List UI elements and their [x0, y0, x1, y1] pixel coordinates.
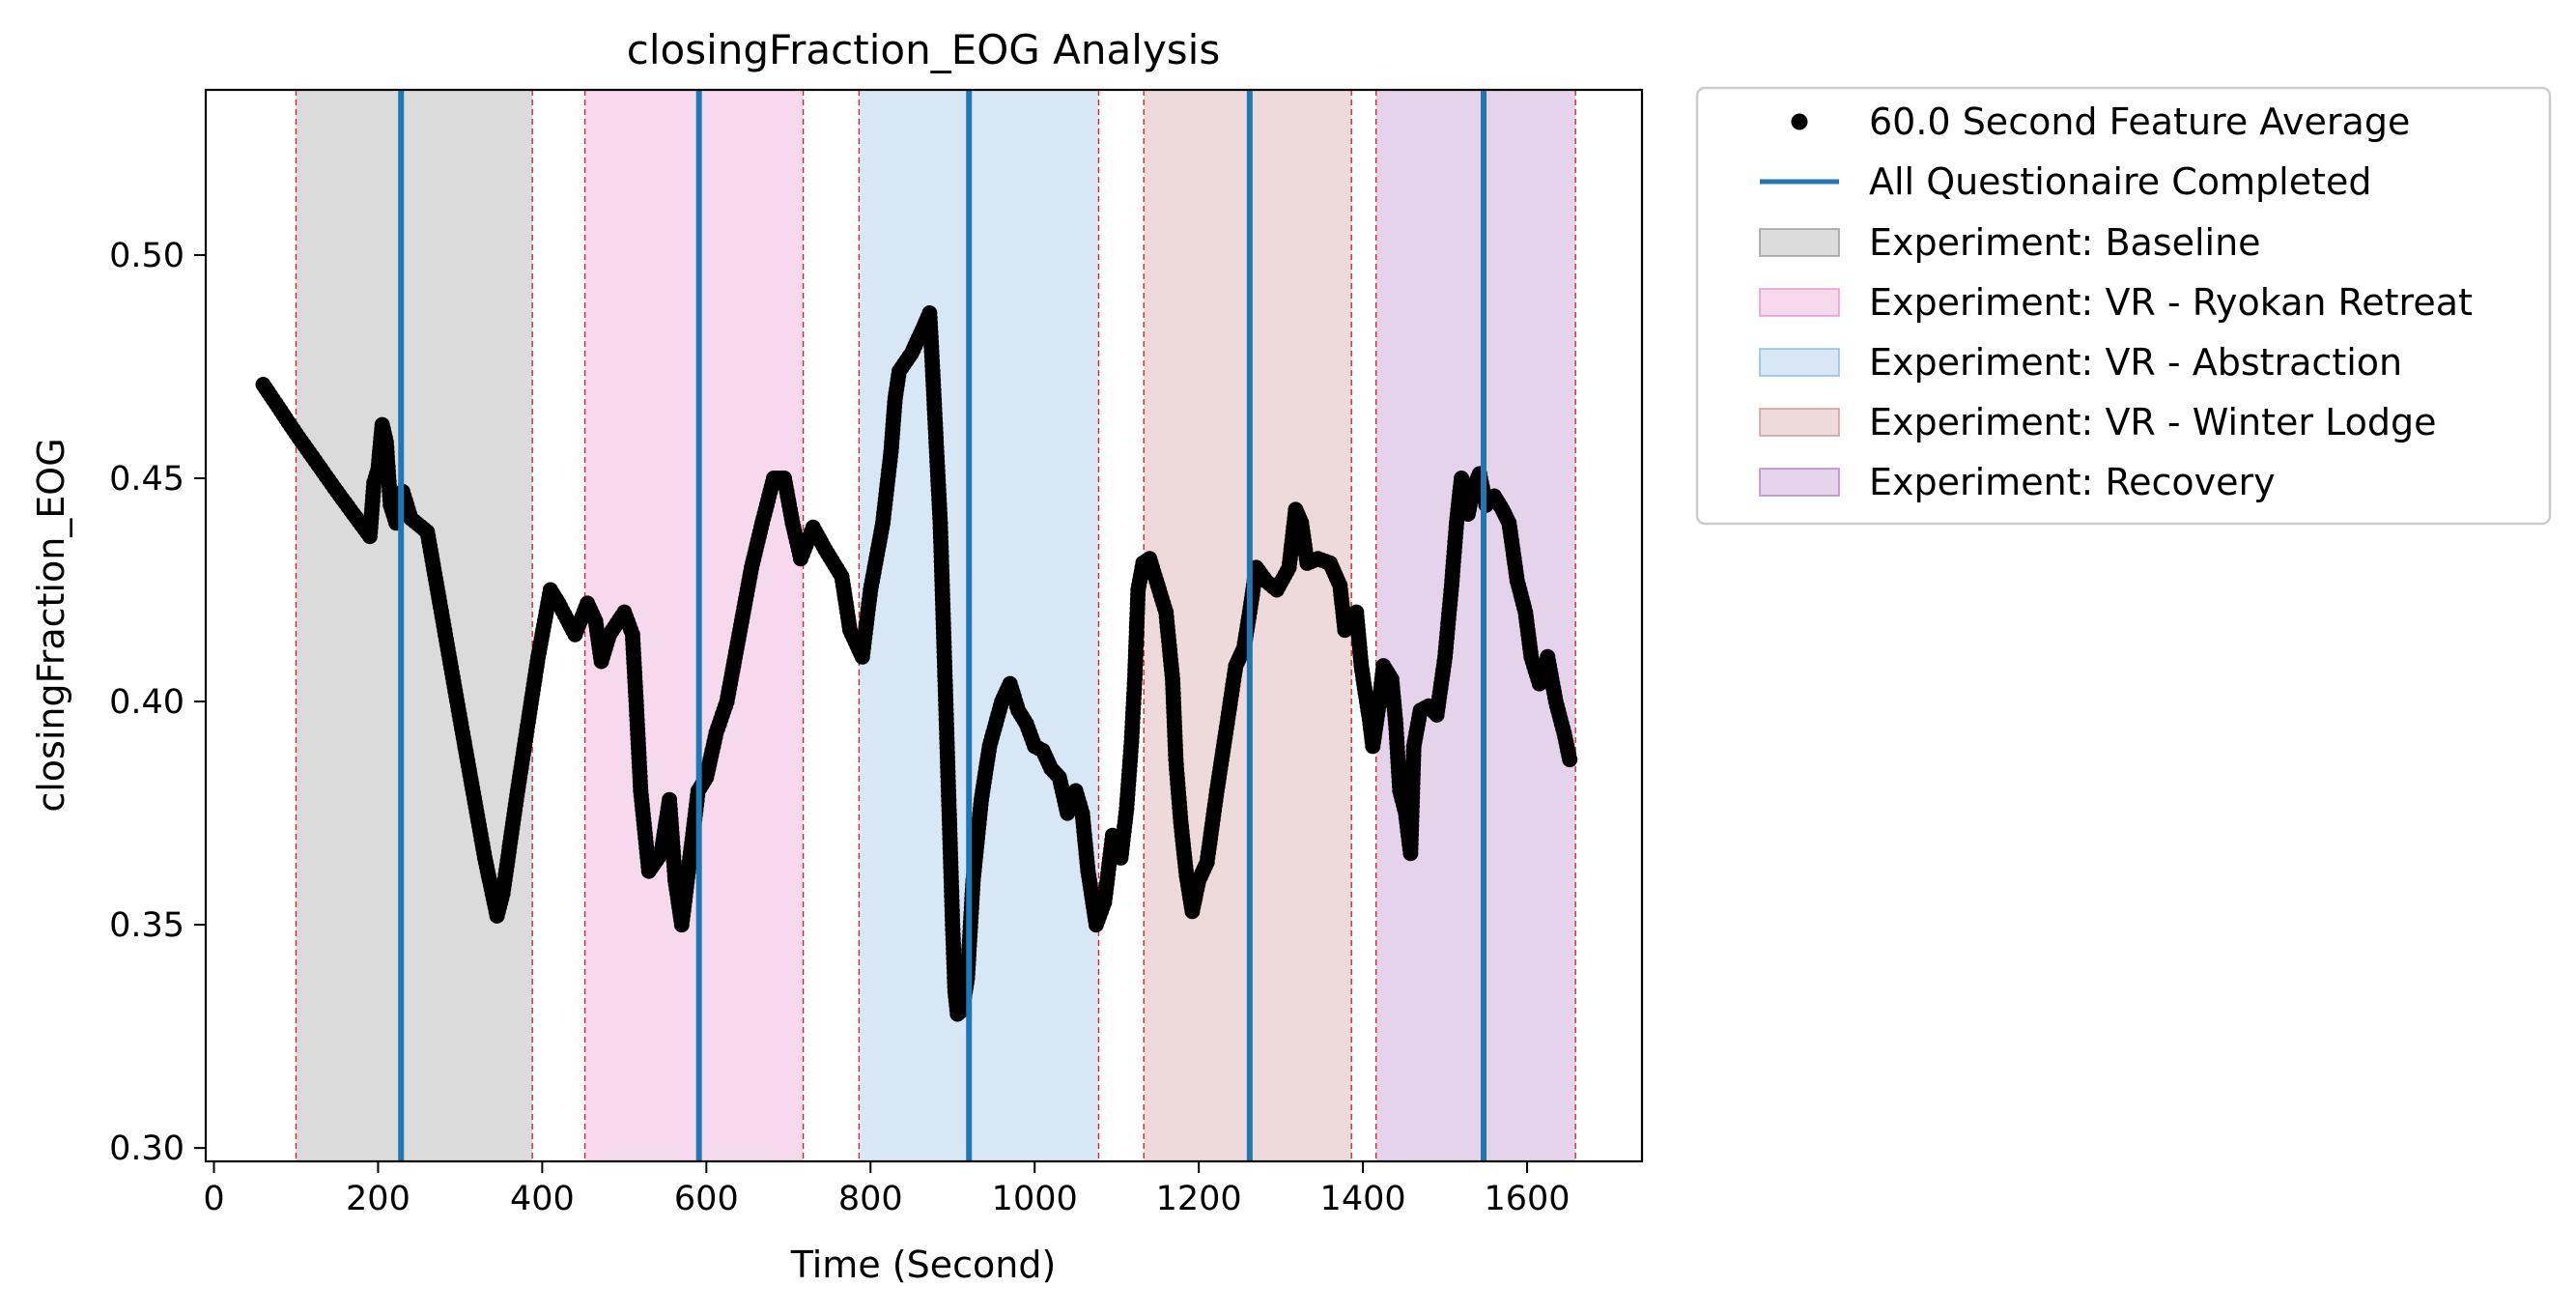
y-axis-label: closingFraction_EOG [30, 438, 72, 812]
legend: 60.0 Second Feature Average All Question… [1695, 86, 2552, 526]
legend-label-region: Experiment: Baseline [1869, 221, 2261, 264]
y-tick-label: 0.35 [109, 906, 184, 945]
legend-regions: Experiment: Baseline Experiment: VR - Ryo… [1759, 221, 2473, 503]
x-tick-label: 0 [203, 1180, 224, 1218]
x-tick-label: 200 [346, 1180, 410, 1218]
y-tick-label: 0.45 [109, 460, 184, 499]
y-axis-ticks: 0.30 0.35 0.40 0.45 0.50 [109, 237, 206, 1168]
x-tick-label: 1600 [1485, 1180, 1571, 1218]
x-tick-label: 800 [838, 1180, 903, 1218]
region-band [296, 90, 533, 1161]
legend-swatch [1759, 348, 1840, 377]
legend-label-region: Experiment: VR - Winter Lodge [1869, 401, 2436, 443]
y-tick-label: 0.30 [109, 1129, 184, 1168]
legend-label-questionnaire: All Questionaire Completed [1869, 160, 2372, 203]
x-axis-label: Time (Second) [790, 1244, 1057, 1286]
y-tick-label: 0.40 [109, 683, 184, 722]
data-point [1562, 752, 1578, 768]
legend-swatch [1759, 468, 1840, 497]
questionnaire-lines [398, 90, 1487, 1161]
legend-swatch [1759, 408, 1840, 437]
x-tick-label: 1000 [992, 1180, 1078, 1218]
y-tick-label: 0.50 [109, 237, 184, 275]
data-points [255, 305, 1578, 1022]
region-band [859, 90, 1099, 1161]
legend-label-region: Experiment: Recovery [1869, 461, 2276, 503]
x-axis-ticks: 0 200 400 600 800 1000 1200 1400 1600 [203, 1161, 1571, 1218]
region-band [1375, 90, 1576, 1161]
legend-label-points: 60.0 Second Feature Average [1869, 100, 2410, 143]
x-tick-label: 1400 [1320, 1180, 1406, 1218]
x-tick-label: 400 [510, 1180, 575, 1218]
legend-swatch [1759, 288, 1840, 317]
chart-title: closingFraction_EOG Analysis [627, 26, 1220, 73]
legend-frame [1695, 86, 2552, 526]
legend-label-region: Experiment: VR - Ryokan Retreat [1869, 281, 2473, 324]
legend-label-region: Experiment: VR - Abstraction [1869, 341, 2402, 384]
x-tick-label: 1200 [1156, 1180, 1242, 1218]
experiment-regions [295, 90, 1576, 1161]
x-tick-label: 600 [674, 1180, 739, 1218]
plot-frame [204, 88, 1644, 1163]
legend-marker-points [1791, 113, 1808, 130]
legend-swatch [1759, 228, 1840, 257]
